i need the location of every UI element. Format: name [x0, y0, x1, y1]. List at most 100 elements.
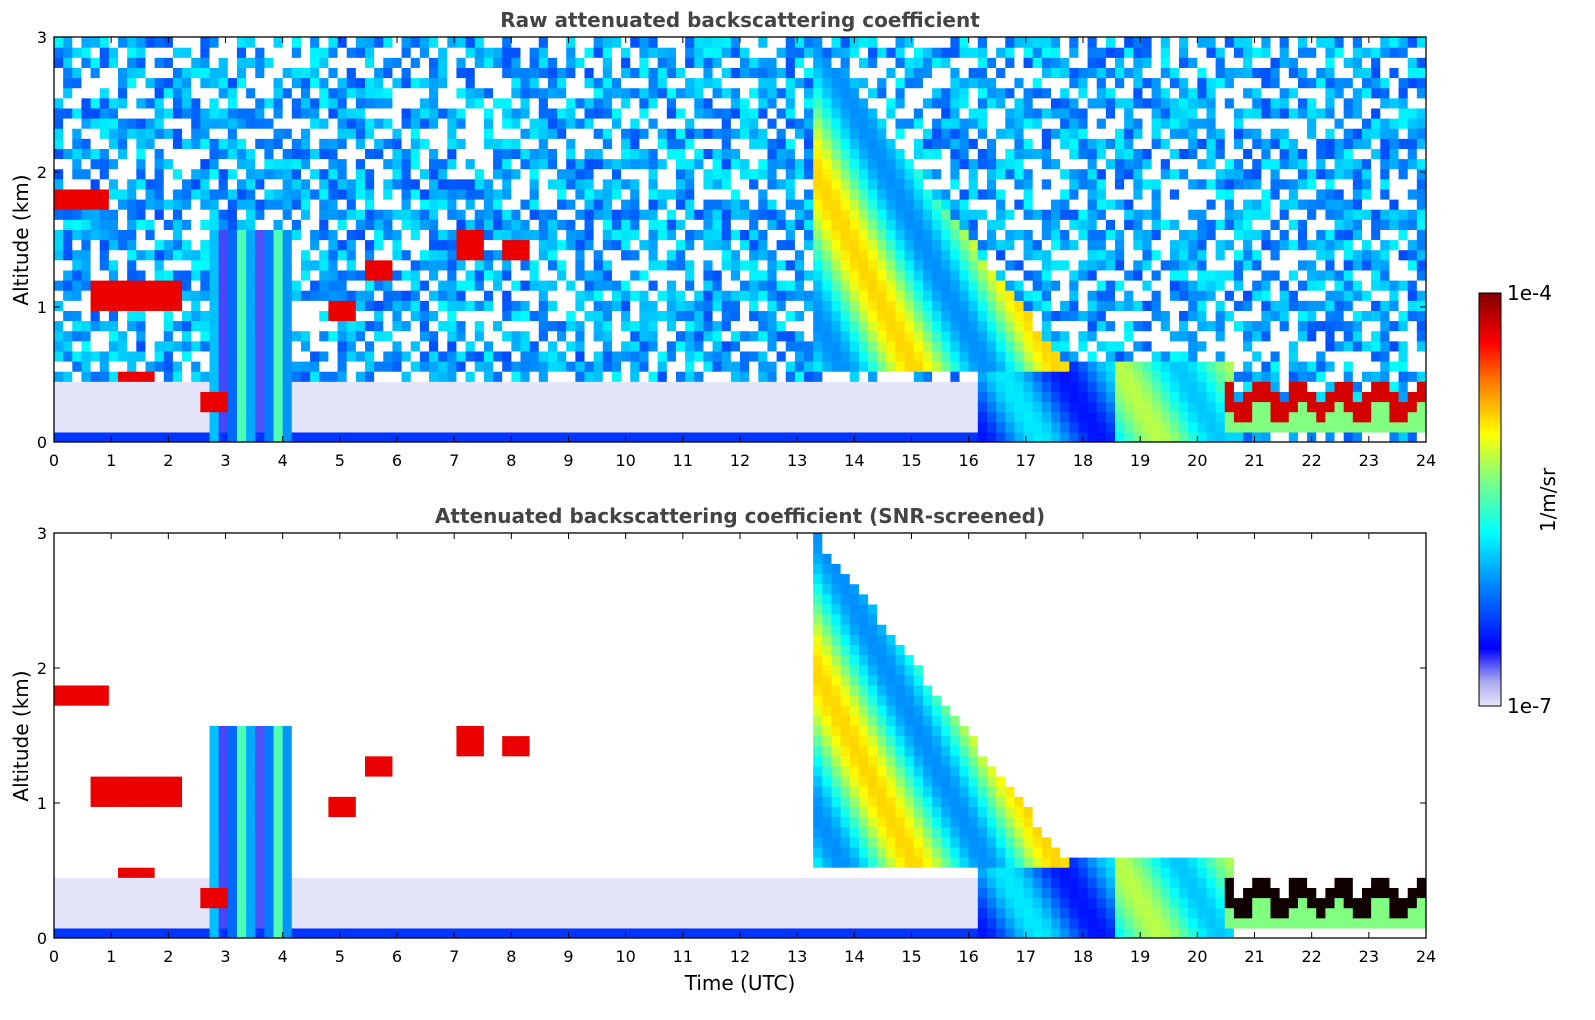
- heatmap-cell: [547, 67, 558, 79]
- heatmap-cell: [703, 188, 714, 200]
- heatmap-cell: [300, 178, 311, 190]
- heatmap-cell: [758, 138, 769, 149]
- heatmap-cell: [200, 77, 211, 89]
- heatmap-cell: [282, 107, 293, 119]
- heatmap-cell: [136, 310, 147, 322]
- heatmap-cell: [474, 188, 485, 200]
- heatmap-cell: [191, 188, 201, 200]
- heatmap-cell: [1050, 411, 1061, 423]
- heatmap-cell: [163, 421, 174, 433]
- heatmap-cell: [282, 168, 293, 180]
- heatmap-cell: [529, 37, 540, 48]
- heatmap-cell: [246, 188, 256, 200]
- heatmap-cell: [932, 219, 942, 230]
- heatmap-cell: [319, 381, 329, 392]
- heatmap-cell: [1115, 128, 1125, 139]
- heatmap-cell: [172, 118, 183, 129]
- heatmap-cell: [154, 371, 165, 382]
- heatmap-cell: [986, 249, 997, 261]
- heatmap-cell: [794, 421, 805, 433]
- heatmap-cell: [54, 219, 64, 230]
- heatmap-cell: [474, 168, 485, 180]
- heatmap-cell: [1060, 401, 1070, 413]
- heatmap-cell: [511, 340, 522, 352]
- heatmap-cell: [895, 259, 906, 271]
- heatmap-cell: [986, 431, 997, 442]
- heatmap-cell: [785, 148, 796, 160]
- heatmap-cell: [520, 350, 531, 362]
- heatmap-cell: [1169, 87, 1180, 99]
- heatmap-cell: [291, 381, 302, 392]
- heatmap-cell: [182, 290, 192, 301]
- heatmap-cell: [328, 168, 339, 180]
- heatmap-cell: [264, 37, 275, 48]
- heatmap-cell: [291, 290, 302, 301]
- heatmap-cell: [630, 107, 640, 119]
- heatmap-cell: [858, 229, 869, 241]
- heatmap-cell: [127, 219, 137, 230]
- heatmap-cell: [712, 280, 723, 291]
- heatmap-cell: [502, 209, 512, 220]
- heatmap-cell: [758, 431, 769, 442]
- heatmap-cell: [1133, 67, 1144, 79]
- heatmap-cell: [621, 340, 631, 352]
- heatmap-cell: [337, 381, 348, 392]
- heatmap-cell: [1133, 300, 1144, 311]
- heatmap-cell: [1041, 138, 1052, 149]
- heatmap-cell: [529, 320, 540, 332]
- heatmap-cell: [392, 158, 403, 170]
- heatmap-cell: [932, 290, 942, 301]
- heatmap-cell: [703, 158, 714, 170]
- heatmap-cell: [172, 381, 183, 392]
- heatmap-cell: [1087, 431, 1098, 442]
- heatmap-cell: [566, 310, 576, 322]
- heatmap-cell: [1005, 188, 1015, 200]
- heatmap-cell: [877, 381, 887, 392]
- heatmap-cell: [895, 148, 906, 160]
- heatmap-cell: [172, 310, 183, 322]
- heatmap-cell: [1096, 118, 1107, 129]
- heatmap-cell: [776, 239, 787, 251]
- heatmap-cell: [200, 87, 211, 99]
- heatmap-cell: [392, 128, 403, 139]
- heatmap-cell: [1115, 107, 1125, 119]
- heatmap-cell: [1096, 350, 1107, 362]
- heatmap-cell: [1188, 320, 1198, 332]
- heatmap-cell: [328, 209, 339, 220]
- heatmap-cell: [392, 361, 403, 372]
- heatmap-cell: [99, 340, 110, 352]
- heatmap-cell: [1142, 138, 1153, 149]
- heatmap-cell: [63, 381, 73, 392]
- heatmap-cell: [1124, 371, 1134, 382]
- heatmap-cell: [447, 381, 458, 392]
- heatmap-cell: [1160, 138, 1171, 149]
- heatmap-cell: [868, 310, 878, 322]
- heatmap-cell: [730, 401, 741, 413]
- heatmap-cell: [840, 138, 851, 149]
- heatmap-cell: [1124, 77, 1134, 89]
- heatmap-cell: [1060, 219, 1070, 230]
- heatmap-cell: [72, 229, 83, 241]
- heatmap-cell: [273, 280, 284, 291]
- heatmap-cell: [749, 411, 759, 423]
- heatmap-cell: [621, 128, 631, 139]
- heatmap-cell: [456, 330, 467, 342]
- heatmap-cell: [712, 320, 723, 332]
- heatmap-cell: [849, 219, 860, 230]
- heatmap-cell: [291, 168, 302, 180]
- heatmap-cell: [72, 391, 83, 403]
- heatmap-cell: [712, 421, 723, 433]
- heatmap-cell: [932, 158, 942, 170]
- heatmap-cell: [547, 209, 558, 220]
- heatmap-cell: [145, 67, 156, 79]
- heatmap-cell: [172, 107, 183, 119]
- heatmap-cell: [227, 67, 238, 79]
- heatmap-cell: [511, 320, 522, 332]
- heatmap-cell: [236, 431, 247, 442]
- heatmap-cell: [758, 57, 769, 68]
- heatmap-cell: [118, 249, 128, 261]
- heatmap-cell: [648, 77, 659, 89]
- heatmap-cell: [904, 87, 915, 99]
- heatmap-cell: [319, 330, 329, 342]
- heatmap-cell: [310, 290, 320, 301]
